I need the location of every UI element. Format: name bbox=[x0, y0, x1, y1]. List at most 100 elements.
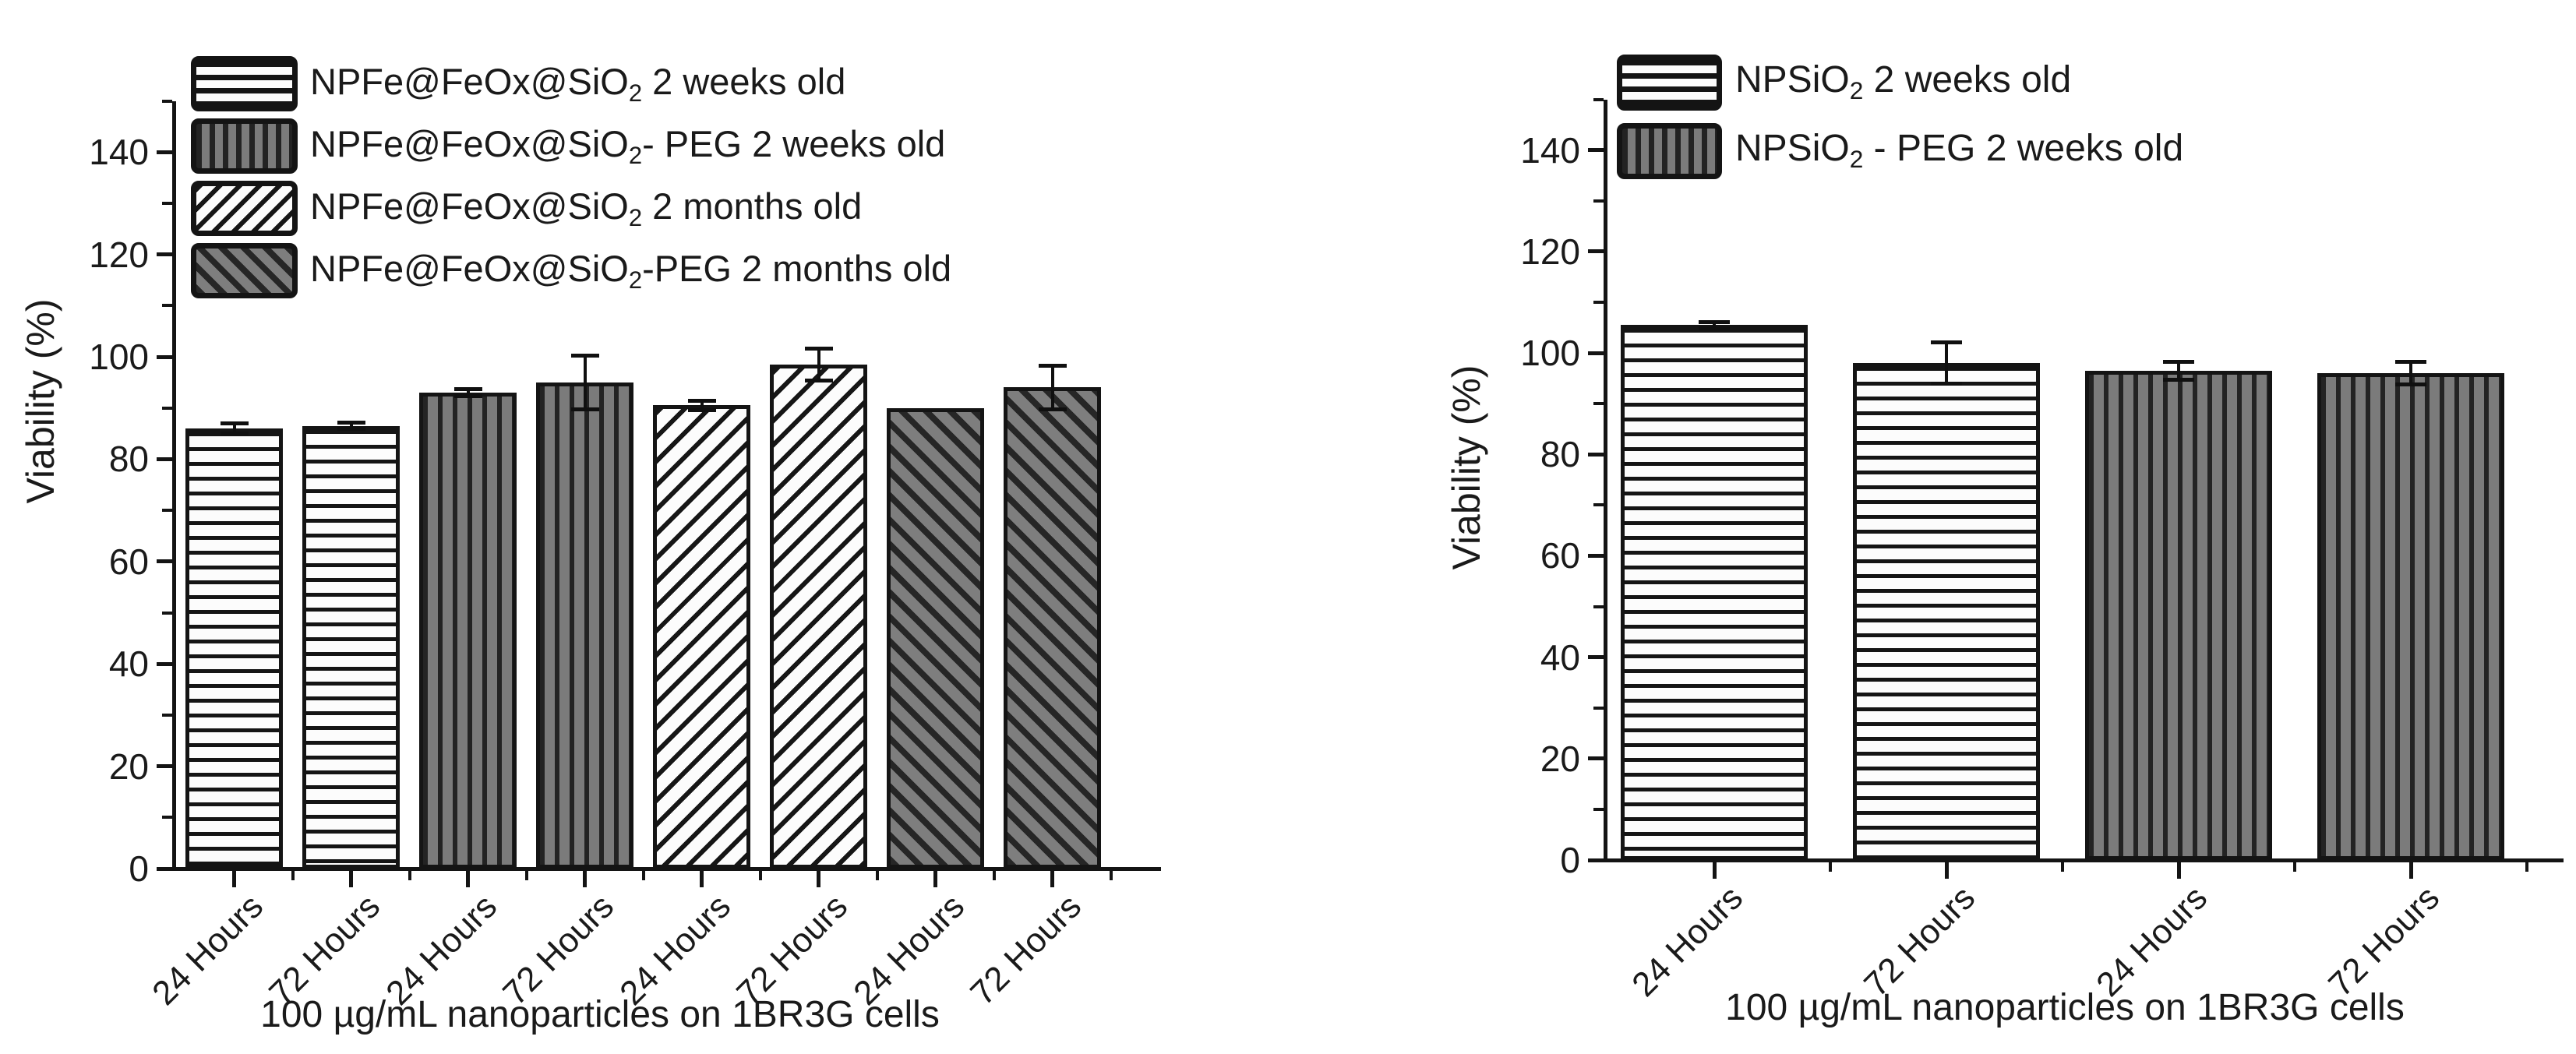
error-bar-line bbox=[1945, 341, 1948, 385]
y-axis-major-tick bbox=[1588, 148, 1604, 153]
y-axis-major-tick bbox=[157, 456, 172, 461]
x-axis-minor-tick bbox=[2293, 862, 2296, 872]
error-bar-cap-bottom bbox=[220, 431, 249, 435]
legend-swatch bbox=[191, 56, 298, 111]
y-axis-major-tick bbox=[157, 150, 172, 154]
y-axis-major-tick bbox=[1588, 655, 1604, 660]
x-axis-major-tick bbox=[349, 870, 353, 887]
x-axis-line bbox=[157, 866, 1161, 871]
error-bar-cap-bottom bbox=[1699, 326, 1730, 330]
legend-swatch bbox=[191, 118, 298, 174]
legend-label-text: - PEG 2 weeks old bbox=[642, 122, 946, 164]
y-axis-major-tick bbox=[157, 661, 172, 666]
legend-label-subscript: 2 bbox=[628, 266, 643, 294]
error-bar-cap-bottom bbox=[687, 408, 716, 412]
bar bbox=[653, 405, 750, 869]
x-axis-line bbox=[1588, 858, 2564, 862]
error-bar-cap-top bbox=[1699, 319, 1730, 324]
bar bbox=[770, 364, 867, 869]
y-axis-major-tick bbox=[157, 252, 172, 257]
error-bar-cap-bottom bbox=[1038, 407, 1067, 411]
x-axis-minor-tick bbox=[1829, 862, 1832, 872]
error-bar-cap-top bbox=[570, 354, 599, 358]
error-bar-cap-top bbox=[2395, 360, 2426, 365]
legend-label-text: 2 months old bbox=[642, 185, 863, 227]
y-axis-major-tick bbox=[1588, 452, 1604, 456]
y-axis-minor-tick bbox=[1593, 402, 1604, 406]
y-tick-label: 40 bbox=[108, 643, 149, 685]
x-axis-major-tick bbox=[817, 870, 820, 887]
y-axis-minor-tick bbox=[162, 713, 172, 717]
y-tick-label: 80 bbox=[1540, 434, 1580, 475]
error-bar-cap-top bbox=[804, 346, 833, 351]
x-axis-major-tick bbox=[2408, 862, 2413, 879]
legend-label-text: 2 weeks old bbox=[642, 60, 846, 102]
y-axis-major-tick bbox=[157, 354, 172, 359]
bar bbox=[887, 407, 984, 869]
error-bar-cap-bottom bbox=[453, 394, 482, 399]
left-x-axis-title: 100 µg/mL nanoparticles on 1BR3G cells bbox=[260, 994, 940, 1035]
y-tick-label: 40 bbox=[1540, 636, 1580, 678]
y-axis-minor-tick bbox=[1593, 300, 1604, 304]
error-bar-cap-top bbox=[1931, 340, 1962, 344]
x-axis-minor-tick bbox=[408, 870, 411, 880]
y-tick-label: 140 bbox=[1520, 129, 1580, 171]
error-bar-cap-top bbox=[1038, 364, 1067, 368]
legend-swatch bbox=[191, 243, 298, 298]
legend-label: NPFe@FeOx@SiO2-PEG 2 months old bbox=[310, 250, 951, 292]
y-axis-minor-tick bbox=[162, 99, 172, 103]
error-bar-cap-bottom bbox=[804, 378, 833, 382]
legend-label-subscript: 2 bbox=[628, 141, 643, 169]
x-axis-minor-tick bbox=[641, 870, 645, 880]
error-bar-line bbox=[700, 400, 704, 411]
y-tick-label: 120 bbox=[89, 234, 149, 275]
y-axis-minor-tick bbox=[162, 611, 172, 615]
y-tick-label: 140 bbox=[89, 132, 149, 173]
y-tick-label: 100 bbox=[1520, 333, 1580, 373]
legend-label-text: NPFe@FeOx@SiO bbox=[310, 122, 629, 164]
y-axis-minor-tick bbox=[162, 406, 172, 410]
legend-swatch bbox=[191, 181, 298, 236]
legend-label-text: NPFe@FeOx@SiO bbox=[310, 185, 629, 227]
bar bbox=[302, 425, 400, 869]
x-axis-minor-tick bbox=[992, 870, 996, 880]
y-tick-label: 80 bbox=[108, 439, 149, 480]
error-bar-cap-top bbox=[453, 386, 482, 391]
error-bar-cap-top bbox=[220, 421, 249, 426]
x-axis-minor-tick bbox=[524, 870, 528, 880]
y-axis-major-tick bbox=[1588, 553, 1604, 558]
y-tick-label: 60 bbox=[108, 541, 149, 582]
y-axis-minor-tick bbox=[1593, 807, 1604, 811]
error-bar-cap-bottom bbox=[570, 407, 599, 411]
x-axis-major-tick bbox=[2176, 862, 2181, 879]
y-tick-label: 0 bbox=[1560, 840, 1580, 880]
bar bbox=[185, 428, 283, 869]
x-axis-major-tick bbox=[232, 870, 236, 887]
legend-swatch bbox=[1617, 55, 1722, 111]
error-bar-cap-top bbox=[2163, 360, 2194, 365]
legend-label-text: NPFe@FeOx@SiO bbox=[310, 247, 629, 289]
y-axis-line bbox=[171, 100, 176, 871]
legend-swatch bbox=[1617, 123, 1722, 179]
x-axis-minor-tick bbox=[2525, 862, 2528, 872]
error-bar-line bbox=[1050, 365, 1054, 410]
y-axis-minor-tick bbox=[1593, 605, 1604, 608]
y-axis-major-tick bbox=[1588, 756, 1604, 761]
y-axis-major-tick bbox=[1588, 351, 1604, 355]
x-axis-major-tick bbox=[1944, 862, 1949, 879]
legend-label: NPSiO2 - PEG 2 weeks old bbox=[1735, 130, 2183, 172]
error-bar-cap-bottom bbox=[337, 427, 365, 432]
bar bbox=[2317, 373, 2504, 860]
legend-label-text: 2 weeks old bbox=[1863, 59, 2072, 101]
bar bbox=[2085, 370, 2272, 860]
legend-label-text: NPSiO bbox=[1735, 128, 1850, 170]
error-bar-line bbox=[1713, 321, 1716, 329]
legend-label: NPFe@FeOx@SiO2 2 weeks old bbox=[310, 63, 845, 105]
error-bar-line bbox=[583, 355, 587, 410]
right-x-axis-title: 100 µg/mL nanoparticles on 1BR3G cells bbox=[1725, 987, 2405, 1028]
y-tick-label: 0 bbox=[129, 848, 149, 889]
y-axis-minor-tick bbox=[162, 201, 172, 205]
